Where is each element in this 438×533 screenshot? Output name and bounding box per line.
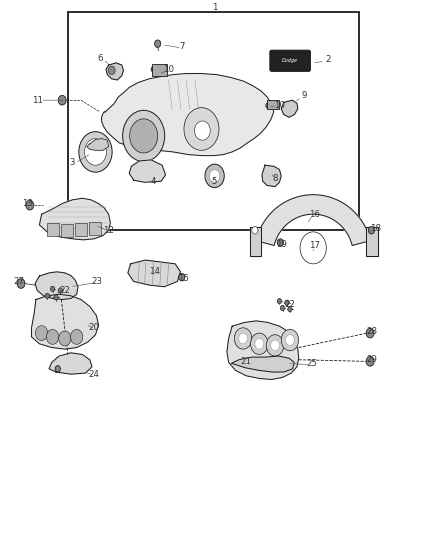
Circle shape	[209, 169, 220, 182]
Circle shape	[281, 329, 299, 351]
Text: 12: 12	[103, 226, 114, 235]
Text: 11: 11	[32, 96, 43, 104]
Circle shape	[26, 200, 34, 210]
Circle shape	[277, 298, 282, 304]
Text: 13: 13	[21, 199, 33, 208]
Text: 10: 10	[274, 101, 285, 110]
Text: 20: 20	[88, 324, 100, 332]
Circle shape	[85, 139, 106, 165]
Text: 7: 7	[179, 43, 184, 51]
Circle shape	[71, 329, 83, 344]
Text: 8: 8	[272, 174, 278, 183]
Text: 14: 14	[148, 268, 160, 276]
Text: 22: 22	[284, 301, 296, 309]
Polygon shape	[39, 198, 110, 240]
Circle shape	[266, 335, 284, 356]
Circle shape	[54, 295, 58, 300]
Circle shape	[255, 338, 264, 349]
Circle shape	[366, 328, 374, 338]
Text: 4: 4	[151, 177, 156, 185]
Polygon shape	[231, 356, 294, 372]
Circle shape	[179, 273, 185, 281]
Circle shape	[123, 110, 165, 161]
Circle shape	[79, 132, 112, 172]
Circle shape	[286, 335, 294, 345]
Text: 6: 6	[97, 54, 102, 63]
Polygon shape	[256, 195, 371, 246]
Circle shape	[266, 103, 270, 108]
Polygon shape	[262, 165, 281, 187]
FancyBboxPatch shape	[68, 12, 359, 230]
Circle shape	[50, 286, 55, 292]
FancyBboxPatch shape	[75, 223, 87, 236]
Circle shape	[58, 288, 63, 293]
Circle shape	[46, 329, 59, 344]
Circle shape	[280, 305, 285, 311]
Circle shape	[271, 340, 279, 351]
Polygon shape	[366, 227, 378, 256]
Text: 27: 27	[13, 277, 24, 286]
FancyBboxPatch shape	[270, 50, 311, 71]
Circle shape	[277, 239, 283, 246]
Text: 22: 22	[59, 286, 71, 295]
Polygon shape	[250, 227, 261, 256]
Circle shape	[35, 326, 48, 341]
Polygon shape	[281, 100, 298, 117]
Polygon shape	[87, 139, 109, 150]
Polygon shape	[35, 272, 78, 300]
Circle shape	[300, 232, 326, 264]
Polygon shape	[106, 63, 124, 80]
Circle shape	[194, 121, 210, 140]
Text: 16: 16	[309, 210, 320, 219]
Polygon shape	[128, 260, 180, 287]
Text: 23: 23	[92, 277, 103, 286]
Circle shape	[108, 66, 115, 75]
Text: 18: 18	[370, 224, 381, 232]
Polygon shape	[129, 160, 166, 182]
Text: 19: 19	[276, 240, 286, 248]
Circle shape	[252, 227, 258, 234]
Polygon shape	[227, 321, 299, 379]
FancyBboxPatch shape	[61, 224, 73, 237]
Text: Dodge: Dodge	[282, 58, 298, 63]
Text: 10: 10	[163, 65, 174, 74]
Circle shape	[205, 164, 224, 188]
Circle shape	[285, 300, 289, 305]
Text: 5: 5	[212, 177, 217, 185]
Circle shape	[58, 95, 66, 105]
Circle shape	[130, 119, 158, 153]
Circle shape	[288, 306, 292, 312]
Text: 1: 1	[212, 4, 217, 12]
Text: 28: 28	[366, 327, 377, 336]
FancyBboxPatch shape	[267, 100, 279, 109]
Circle shape	[17, 279, 25, 288]
Circle shape	[368, 227, 374, 234]
FancyBboxPatch shape	[89, 222, 101, 235]
Polygon shape	[49, 353, 92, 374]
Text: 3: 3	[70, 158, 75, 167]
Text: 9: 9	[302, 92, 307, 100]
Text: 25: 25	[306, 359, 318, 368]
Circle shape	[151, 67, 155, 72]
Polygon shape	[102, 74, 274, 156]
Circle shape	[59, 331, 71, 346]
Text: 2: 2	[326, 55, 331, 64]
Text: 29: 29	[366, 356, 377, 364]
Text: 24: 24	[88, 370, 100, 378]
Circle shape	[45, 293, 49, 298]
Circle shape	[239, 333, 247, 344]
FancyBboxPatch shape	[152, 64, 167, 76]
FancyBboxPatch shape	[47, 223, 59, 236]
Circle shape	[184, 108, 219, 150]
Text: 21: 21	[240, 357, 252, 366]
Circle shape	[234, 328, 252, 349]
Text: 15: 15	[178, 274, 190, 282]
Circle shape	[55, 366, 60, 372]
Circle shape	[366, 357, 374, 366]
Text: 17: 17	[309, 241, 320, 249]
Circle shape	[155, 40, 161, 47]
Polygon shape	[32, 294, 99, 349]
Circle shape	[251, 333, 268, 354]
